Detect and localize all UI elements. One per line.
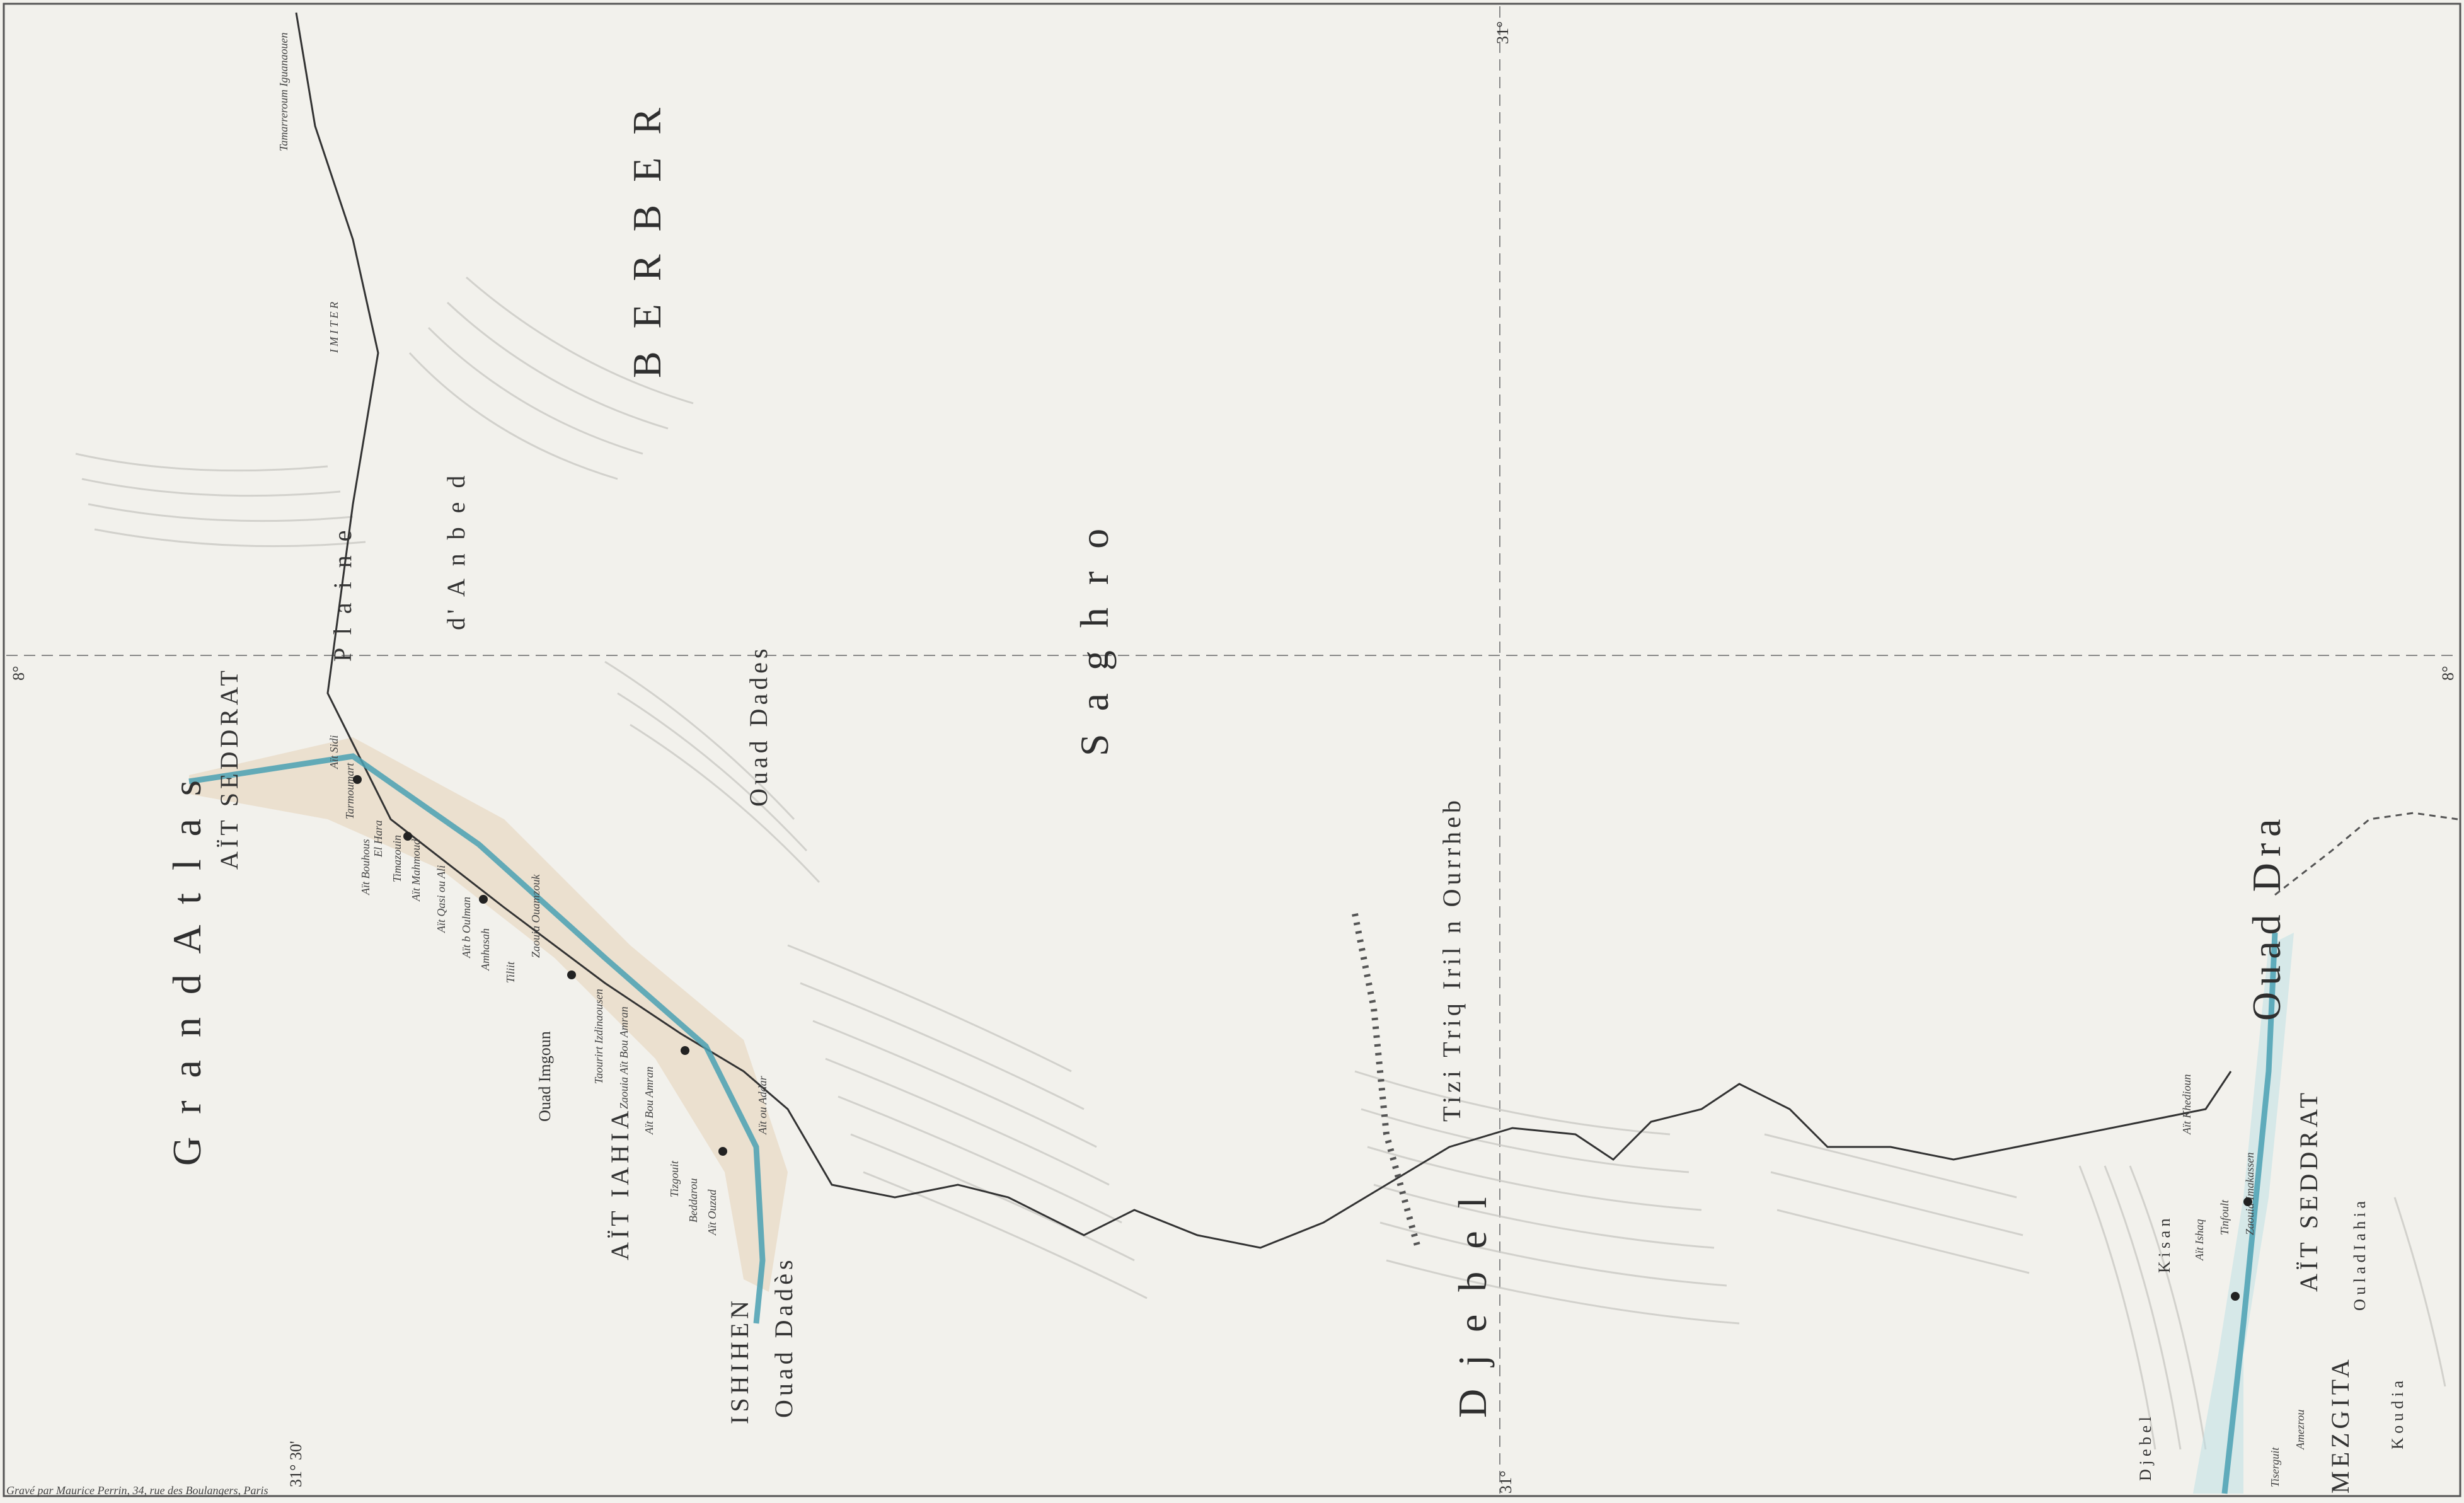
settlement-marker: [2243, 1197, 2252, 1206]
place-6: Timazouin: [391, 834, 403, 882]
region-ait-seddrat-bottom: AÏT SEDDRAT: [2294, 1089, 2323, 1292]
settlement-marker: [403, 832, 412, 841]
place-22: Tinfoult: [2218, 1199, 2231, 1235]
settlement-marker: [353, 775, 362, 784]
engraver-credit: Gravé par Maurice Perrin, 34, rue des Bo…: [6, 1484, 268, 1497]
place-11: Tiliit: [504, 961, 517, 983]
region-ishihen: ISHIHEN: [725, 1297, 754, 1424]
place-13: Taourirt Izdinaousen: [592, 989, 605, 1084]
coord-lat-bottom-left: 31° 30': [287, 1441, 305, 1487]
pass-tizi: Tizi Triq Iril n Ourrheb: [1437, 797, 1466, 1122]
region-berber: B E R B E R: [625, 101, 669, 378]
place-23: Zaouia Imakassen: [2243, 1152, 2256, 1236]
relief-hatching: [75, 276, 2446, 1450]
river-ouad-dades-top: Ouad Dades: [744, 645, 773, 807]
place-5: Aït Bouhous: [359, 839, 372, 895]
river-ouad-dades-bottom: Ouad Dadès: [769, 1256, 798, 1418]
region-tiliadd: D j e b e l: [1450, 1190, 1495, 1418]
place-16: Tizgouit: [668, 1160, 681, 1197]
place-4: El Hara: [372, 820, 384, 858]
place-17: Beddarou: [687, 1178, 699, 1223]
place-25: Amezrou: [2294, 1409, 2306, 1449]
settlement-marker: [567, 970, 576, 979]
place-9: Aït b Oulman: [460, 897, 473, 958]
dades-river: [188, 753, 766, 1324]
region-imiter: I M I T E R: [328, 301, 340, 353]
place-24: Tiserguit: [2269, 1447, 2281, 1487]
place-14: Zaouia Aït Bou Amran: [618, 1006, 630, 1109]
region-grand-atlas: G r a n d A t l a s: [164, 774, 209, 1166]
region-anbed: d' A n b e d: [442, 471, 470, 630]
map-border: [3, 3, 2461, 1497]
settlement-marker: [718, 1147, 727, 1156]
place-8: Aït Qasi ou Ali: [435, 865, 447, 933]
place-7: Aït Mahmoud: [410, 839, 422, 902]
region-plaine: P l a i n e: [328, 526, 357, 662]
place-1: Tamarreroum Iguanaouen: [277, 32, 290, 151]
settlement-marker: [479, 895, 488, 904]
route-line: [295, 12, 2232, 1249]
dra-river: [2221, 932, 2278, 1494]
region-kisan: K i s a n: [2155, 1218, 2173, 1273]
river-ouad-dra: Ouad Dra: [2244, 812, 2289, 1021]
region-saghro: S a g h r o: [1072, 522, 1117, 756]
coord-lat-bottom-right: 31°: [1497, 1470, 1515, 1494]
coord-lat-top-right: 31°: [1494, 21, 1512, 44]
place-3: Tarmoumart: [343, 763, 356, 819]
place-19: Aït ou Addar: [756, 1076, 769, 1134]
place-2: Aït Sidi: [328, 735, 340, 769]
region-djebel: D j e b e l: [2136, 1417, 2155, 1481]
region-ait-seddrat-top: AÏT SEDDRAT: [215, 667, 243, 870]
settlement-marker: [2231, 1292, 2240, 1301]
coord-lon-right: 8°: [2439, 665, 2457, 681]
place-21: Aït Khedioun: [2180, 1074, 2193, 1135]
region-mezgita: MEZGITA: [2326, 1356, 2354, 1494]
place-20: Aït Ishaq: [2193, 1219, 2206, 1261]
region-koudia: K o u d i a: [2388, 1380, 2407, 1449]
place-12: Zaouia Ouamzouk: [529, 874, 542, 958]
settlement-marker: [681, 1046, 689, 1055]
river-ouad-imgoun: Ouad Imgoun: [536, 1031, 554, 1122]
ridge-crest: [1352, 913, 1421, 1249]
coord-lon-left: 8°: [9, 665, 28, 681]
place-10: Amhasah: [479, 928, 492, 970]
region-ait-yahia: AÏT IAHIA: [606, 1107, 634, 1260]
place-18: Aït Ouzad: [706, 1189, 718, 1235]
place-15: Aït Bou Amran: [643, 1066, 655, 1134]
region-oulad-iahia: O u l a d I a h i a: [2351, 1201, 2369, 1311]
dra-tributary: [2274, 812, 2458, 896]
